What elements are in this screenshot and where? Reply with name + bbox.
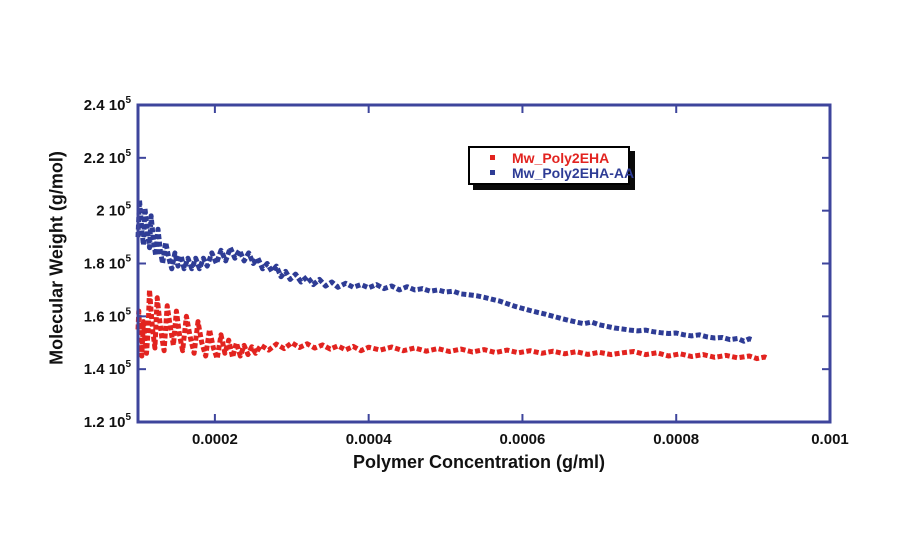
x-tick-label: 0.0008 — [653, 431, 699, 448]
legend-item-poly2eha-aa: Mw_Poly2EHA-AA — [470, 165, 634, 181]
x-tick-label: 0.0002 — [192, 431, 238, 448]
legend-item-poly2eha: Mw_Poly2EHA — [470, 149, 628, 166]
y-tick-label: 2 105 — [96, 201, 131, 220]
x-tick-label: 0.0006 — [499, 431, 545, 448]
y-tick-label: 1.2 105 — [84, 412, 132, 431]
y-tick-label: 1.4 105 — [84, 359, 132, 378]
legend: Mw_Poly2EHA Mw_Poly2EHA-AA — [468, 146, 634, 185]
legend-marker-blue-square-icon — [490, 170, 495, 175]
x-tick-label: 0.0004 — [346, 431, 393, 448]
y-tick-label: 1.6 105 — [84, 306, 132, 325]
legend-label-poly2eha-aa: Mw_Poly2EHA-AA — [512, 164, 635, 181]
x-tick-label: 0.001 — [811, 431, 849, 448]
y-tick-label: 2.2 105 — [84, 148, 132, 167]
series-line-mw-poly2eha-aa — [135, 197, 754, 344]
legend-label-poly2eha: Mw_Poly2EHA — [512, 149, 610, 166]
legend-marker-red-square-icon — [490, 155, 495, 160]
series-line-mw-poly2eha — [135, 287, 770, 362]
x-axis-title: Polymer Concentration (g/ml) — [352, 452, 606, 472]
y-tick-label: 1.8 105 — [84, 254, 132, 273]
y-axis-title: Molecular Weight (g/mol) — [46, 151, 67, 365]
y-tick-label: 2.4 105 — [84, 95, 132, 114]
